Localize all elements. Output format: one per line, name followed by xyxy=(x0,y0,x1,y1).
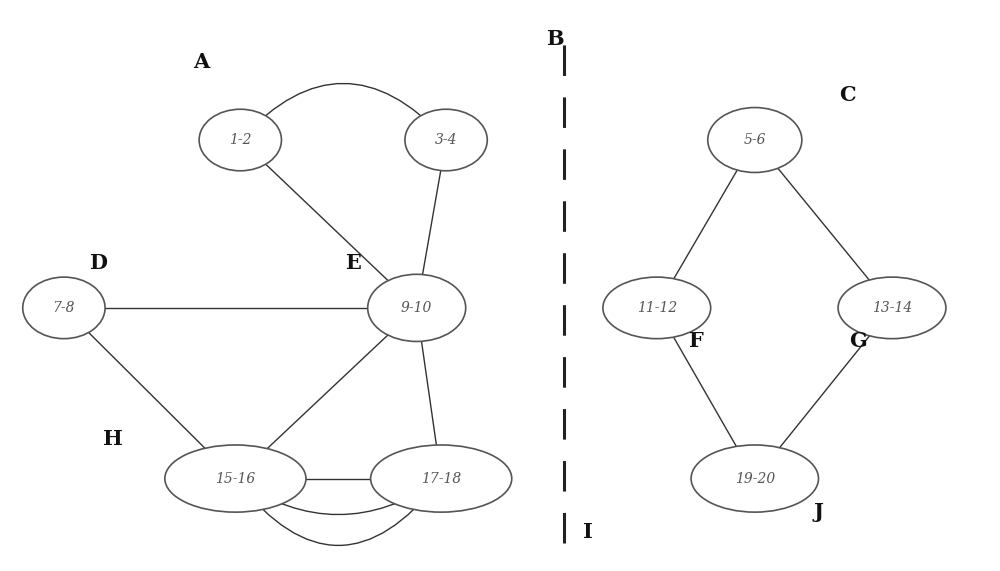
Ellipse shape xyxy=(23,277,105,339)
Text: 15-16: 15-16 xyxy=(215,472,256,485)
Text: E: E xyxy=(345,253,361,273)
Text: A: A xyxy=(193,51,209,72)
Ellipse shape xyxy=(368,274,466,341)
Text: G: G xyxy=(849,331,867,352)
Text: C: C xyxy=(840,85,856,105)
Ellipse shape xyxy=(199,109,281,171)
Ellipse shape xyxy=(165,445,306,512)
Ellipse shape xyxy=(838,277,946,339)
Text: H: H xyxy=(103,429,123,449)
Text: F: F xyxy=(689,331,703,352)
Text: I: I xyxy=(583,522,593,542)
Text: B: B xyxy=(546,29,564,49)
Text: D: D xyxy=(89,253,107,273)
Ellipse shape xyxy=(405,109,487,171)
Ellipse shape xyxy=(603,277,711,339)
Text: 1-2: 1-2 xyxy=(229,133,252,147)
Ellipse shape xyxy=(691,445,818,512)
Text: 13-14: 13-14 xyxy=(872,301,912,315)
Text: J: J xyxy=(814,502,823,522)
Text: 19-20: 19-20 xyxy=(735,472,775,485)
Text: 11-12: 11-12 xyxy=(637,301,677,315)
Text: 17-18: 17-18 xyxy=(421,472,461,485)
Text: 5-6: 5-6 xyxy=(744,133,766,147)
Text: 9-10: 9-10 xyxy=(401,301,432,315)
Text: 7-8: 7-8 xyxy=(53,301,75,315)
Text: 3-4: 3-4 xyxy=(435,133,457,147)
Ellipse shape xyxy=(708,107,802,172)
Ellipse shape xyxy=(371,445,512,512)
